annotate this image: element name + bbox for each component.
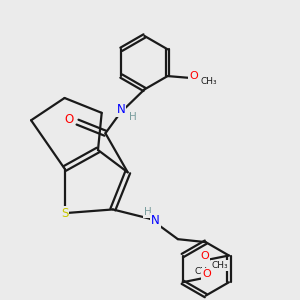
Text: CH₃: CH₃ xyxy=(212,261,228,270)
Text: H: H xyxy=(129,112,137,122)
Text: N: N xyxy=(151,214,160,227)
Text: O: O xyxy=(65,113,74,126)
Text: O: O xyxy=(200,250,209,260)
Text: H: H xyxy=(144,207,152,217)
Text: O: O xyxy=(202,269,211,279)
Text: CH₃: CH₃ xyxy=(195,267,211,276)
Text: S: S xyxy=(61,207,68,220)
Text: CH₃: CH₃ xyxy=(200,77,217,86)
Text: O: O xyxy=(189,71,198,81)
Text: N: N xyxy=(117,103,125,116)
